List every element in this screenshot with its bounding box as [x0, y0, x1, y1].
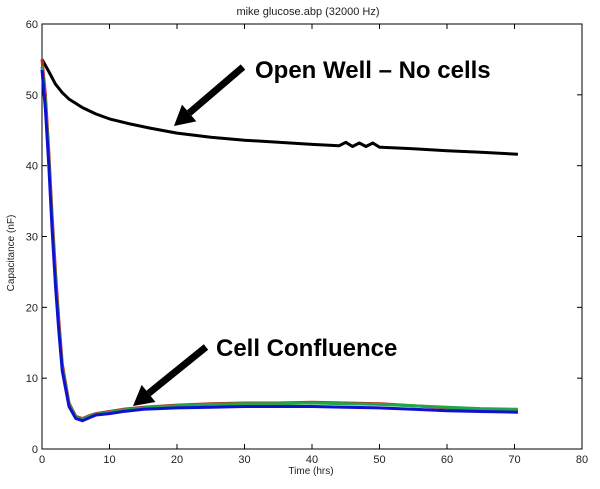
annotation-open-well: Open Well – No cells	[255, 57, 491, 84]
y-tick-label: 40	[26, 161, 38, 173]
x-tick-label: 10	[103, 454, 115, 466]
y-tick-label: 50	[26, 90, 38, 102]
annotation-cell-confluence: Cell Confluence	[216, 335, 397, 362]
x-tick-label: 80	[576, 454, 588, 466]
y-tick-label: 0	[32, 444, 38, 456]
arrow-open-well	[174, 64, 246, 126]
y-axis-label: Capacitance (nF)	[6, 215, 17, 292]
x-tick-label: 0	[39, 454, 45, 466]
y-tick-label: 60	[26, 19, 38, 31]
x-tick-label: 30	[238, 454, 250, 466]
series-line-1	[40, 58, 518, 156]
x-tick-label: 60	[441, 454, 453, 466]
series-layer	[40, 58, 518, 423]
x-tick-label: 40	[306, 454, 318, 466]
arrow-cell-confluence	[133, 344, 209, 406]
series-line-4	[40, 69, 518, 423]
x-axis-label: Time (hrs)	[288, 466, 333, 477]
series-line-2	[40, 59, 518, 420]
chart-title: mike glucose.abp (32000 Hz)	[236, 6, 379, 18]
y-tick-label: 30	[26, 232, 38, 244]
x-tick-label: 70	[508, 454, 520, 466]
plot-area: 0 10 20 30 40 50 60 70 80 0 10 20 30 40 50 60	[26, 19, 588, 466]
x-tick-label: 20	[171, 454, 183, 466]
y-tick-label: 10	[26, 373, 38, 385]
annotation-layer: Open Well – No cells Cell Confluence	[133, 57, 491, 406]
plot-frame	[41, 23, 583, 450]
y-tick-label: 20	[26, 302, 38, 314]
x-tick-label: 50	[373, 454, 385, 466]
